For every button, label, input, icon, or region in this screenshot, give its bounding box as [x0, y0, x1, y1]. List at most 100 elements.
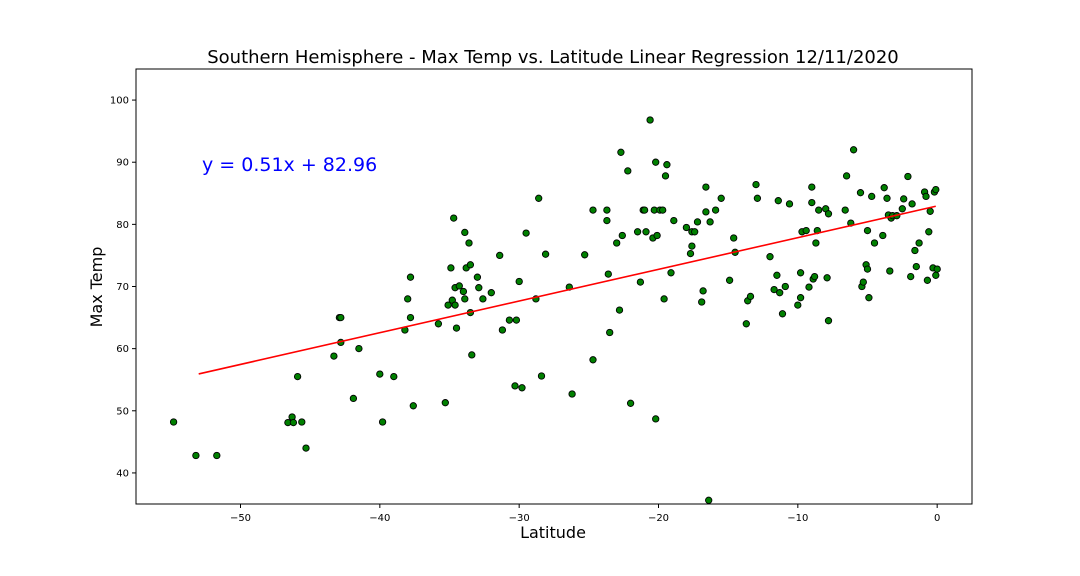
data-point [794, 301, 802, 309]
data-point [879, 231, 887, 240]
data-point [702, 183, 710, 191]
data-point [652, 158, 660, 166]
data-point [409, 402, 417, 410]
data-point [691, 228, 699, 236]
data-point [652, 415, 660, 423]
data-point [770, 285, 778, 294]
data-point [169, 418, 178, 426]
data-point [812, 239, 820, 247]
data-point [465, 239, 473, 247]
y-tick-label: 50 [116, 406, 129, 417]
data-point [289, 418, 298, 427]
data-point [617, 148, 625, 156]
data-point [663, 161, 671, 169]
data-point [479, 295, 487, 303]
data-point [618, 231, 626, 240]
data-point [699, 287, 707, 295]
data-point [496, 251, 504, 260]
data-point [922, 192, 930, 201]
data-point [908, 200, 916, 208]
data-point [378, 418, 387, 426]
data-point [711, 206, 720, 214]
data-point [752, 180, 760, 189]
x-tick-label: −40 [369, 513, 390, 524]
regression-equation: y = 0.51x + 82.96 [202, 154, 377, 176]
data-point [932, 185, 940, 194]
data-point [461, 295, 469, 303]
data-point [450, 214, 458, 222]
y-axis: 40 50 60 70 80 90 100 [110, 96, 136, 479]
data-point [615, 306, 624, 314]
data-point [468, 351, 476, 359]
data-point [461, 228, 469, 237]
data-point [293, 372, 302, 381]
x-axis-label: Latitude [520, 523, 586, 542]
data-point [192, 451, 200, 460]
data-point [904, 172, 912, 181]
data-point [659, 206, 667, 214]
data-point [568, 390, 576, 398]
data-point [796, 269, 805, 277]
data-point [603, 216, 611, 225]
data-point [653, 231, 661, 240]
data-point [302, 444, 310, 452]
x-tick-label: −50 [230, 513, 251, 524]
data-point [541, 250, 550, 258]
data-point [776, 289, 784, 297]
data-point [870, 239, 879, 247]
data-point [805, 283, 813, 291]
data-point [810, 272, 819, 281]
data-point [717, 194, 725, 202]
data-point [475, 284, 483, 292]
data-point [498, 326, 507, 334]
data-point [330, 352, 338, 360]
data-point [778, 310, 787, 318]
data-point [404, 295, 412, 303]
x-tick-label: −20 [648, 513, 669, 524]
data-point [604, 270, 612, 278]
data-point [925, 228, 933, 236]
x-tick-label: −30 [509, 513, 530, 524]
data-point [636, 278, 645, 286]
data-point [589, 206, 597, 214]
data-point [452, 324, 461, 332]
data-point [742, 320, 750, 328]
data-point [773, 271, 781, 279]
data-point [406, 313, 415, 322]
data-point [880, 184, 888, 192]
data-point [444, 301, 452, 309]
data-point [682, 223, 691, 232]
data-point [693, 218, 702, 226]
data-point [447, 264, 455, 272]
y-tick-label: 90 [116, 158, 129, 169]
data-point [753, 194, 762, 202]
data-point [642, 228, 650, 236]
data-point [512, 316, 521, 324]
data-point [865, 294, 873, 302]
data-point [911, 246, 919, 255]
data-point [815, 206, 823, 214]
data-point [646, 116, 654, 124]
x-tick-label: −10 [787, 513, 808, 524]
data-point [376, 370, 384, 378]
data-point [390, 372, 398, 381]
data-point [466, 261, 475, 269]
data-point [459, 287, 468, 296]
data-point [808, 198, 816, 207]
data-point [337, 313, 345, 322]
data-point [725, 276, 734, 284]
data-point [441, 399, 449, 407]
data-point [505, 316, 514, 324]
data-point [603, 206, 611, 214]
data-point [688, 242, 696, 250]
y-tick-label: 100 [110, 96, 129, 107]
data-point [589, 356, 597, 364]
data-point [932, 271, 940, 279]
data-point [298, 418, 306, 426]
data-point [842, 172, 851, 180]
data-point [698, 298, 706, 306]
data-point [859, 278, 867, 286]
data-point [863, 265, 872, 273]
data-point [886, 267, 894, 275]
